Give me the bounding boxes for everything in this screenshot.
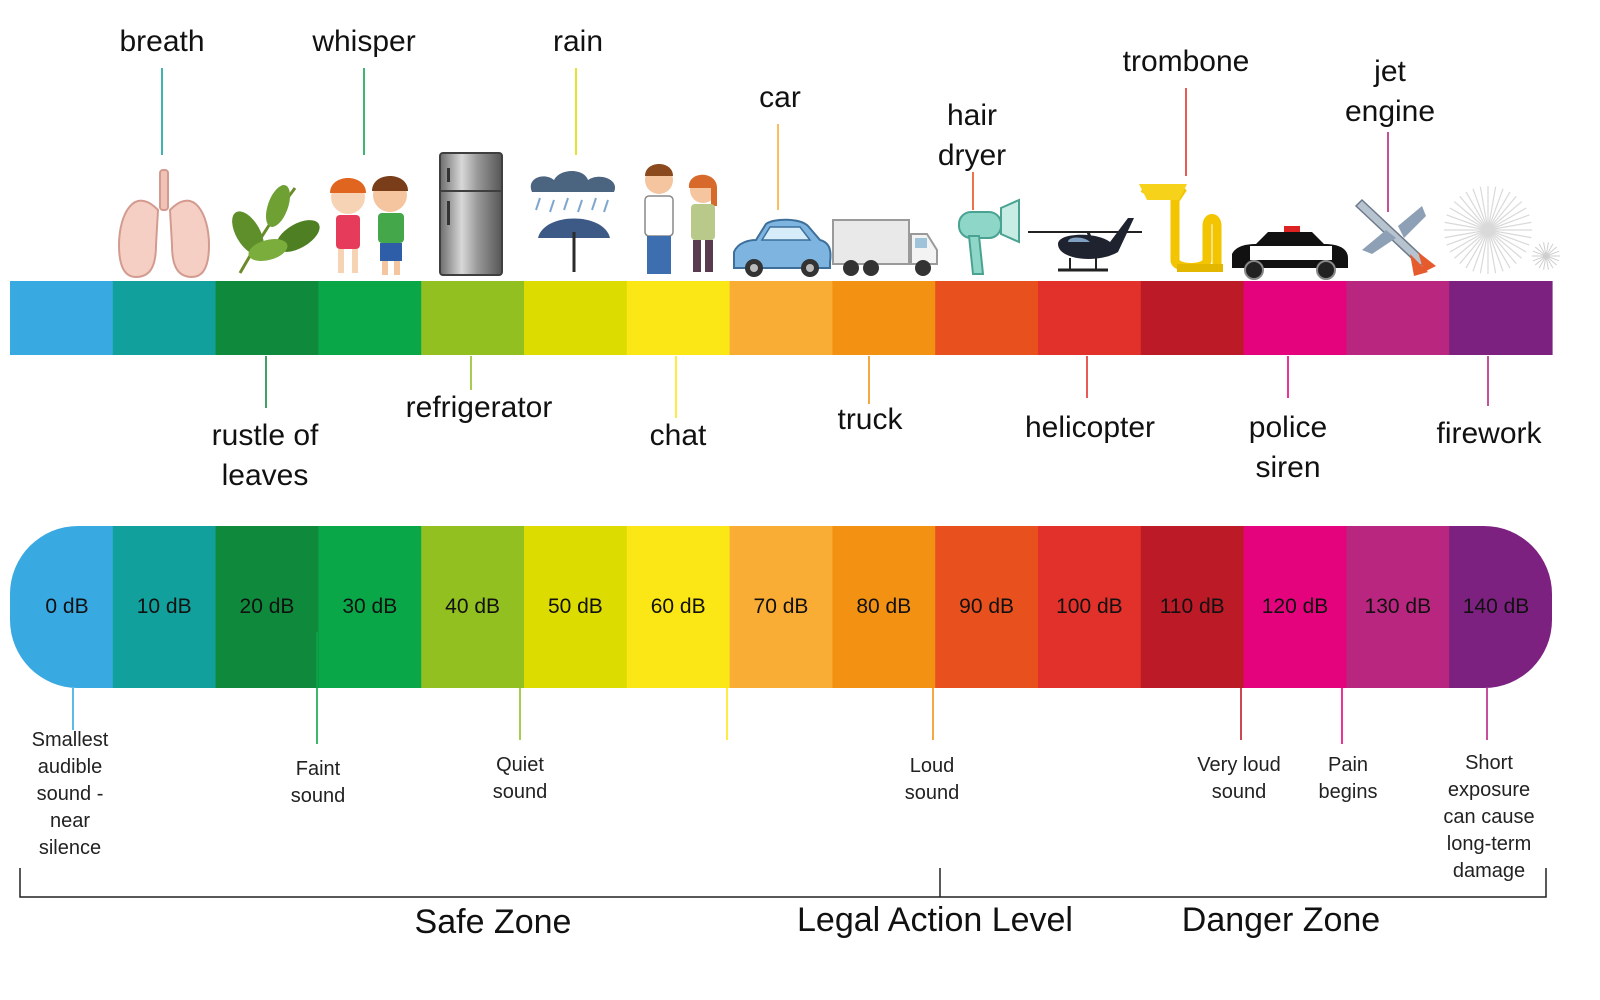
label-rustle-of-leaves: rustle of leaves	[211, 419, 319, 492]
strip-segment	[215, 281, 319, 355]
label-connectors	[72, 68, 1489, 744]
police-car-icon	[1232, 226, 1348, 280]
strip-segment	[524, 281, 628, 355]
label-breath: breath	[119, 25, 205, 58]
db-level-label: 0 dB	[45, 595, 89, 618]
db-level-label: 60 dB	[650, 595, 706, 618]
strip-segment	[318, 281, 422, 355]
color-strip	[10, 281, 1553, 355]
note-short-exposure: Short exposure can cause long-term damag…	[1443, 752, 1535, 882]
strip-segment	[112, 281, 217, 355]
decibel-scale	[10, 526, 1552, 688]
label-police-siren: police siren	[1248, 411, 1328, 484]
helicopter-icon	[1028, 218, 1142, 272]
db-level-label: 80 dB	[856, 595, 912, 618]
lungs-icon	[117, 169, 211, 279]
note-quiet-sound: Quiet sound	[492, 754, 548, 803]
db-level-label: 90 dB	[959, 595, 1015, 618]
scale-segment	[1243, 526, 1347, 688]
scale-segment	[729, 526, 833, 688]
db-level-label: 30 dB	[342, 595, 398, 618]
people-chat-icon	[644, 164, 718, 274]
strip-segment	[729, 281, 833, 355]
note-loud-sound: Loud sound	[904, 755, 960, 804]
strip-segment	[1038, 281, 1142, 355]
scale-segment	[626, 526, 731, 688]
label-hair-dryer: hair dryer	[937, 99, 1007, 172]
leaves-icon	[232, 185, 320, 274]
note-pain-begins: Pain begins	[1318, 754, 1378, 803]
label-trombone: trombone	[1122, 45, 1250, 78]
sound-source-icons	[117, 152, 1560, 280]
truck-icon	[832, 219, 938, 276]
scale-segment	[215, 526, 319, 688]
label-car: car	[759, 81, 801, 114]
strip-segment	[1243, 281, 1347, 355]
scale-segment	[421, 526, 525, 688]
db-level-label: 100 dB	[1056, 595, 1123, 618]
scale-segment	[10, 526, 114, 688]
zone-safe: Safe Zone	[414, 903, 572, 941]
zone-danger: Danger Zone	[1181, 901, 1381, 939]
strip-segment	[1449, 281, 1553, 355]
db-level-label: 140 dB	[1462, 595, 1530, 618]
db-level-label: 50 dB	[547, 595, 603, 618]
strip-segment	[626, 281, 731, 355]
db-level-label: 20 dB	[239, 595, 295, 618]
db-level-label: 10 dB	[136, 595, 192, 618]
strip-segment	[1346, 281, 1450, 355]
db-level-label: 130 dB	[1364, 595, 1432, 618]
scale-segment	[1140, 526, 1245, 688]
note-smallest-audible: Smallest audible sound - near silence	[31, 729, 109, 859]
strip-segment	[935, 281, 1039, 355]
jet-icon	[1354, 198, 1436, 276]
scale-segment	[1038, 526, 1142, 688]
refrigerator-icon	[439, 152, 503, 276]
trombone-icon	[1139, 183, 1223, 272]
scale-segment	[935, 526, 1039, 688]
note-faint-sound: Faint sound	[290, 758, 346, 807]
label-firework: firework	[1436, 417, 1542, 450]
strip-segment	[421, 281, 525, 355]
zone-legal-action: Legal Action Level	[797, 901, 1073, 939]
scale-segment	[112, 526, 217, 688]
db-level-label: 40 dB	[445, 595, 501, 618]
label-whisper: whisper	[312, 25, 416, 58]
label-jet-engine: jet engine	[1344, 55, 1436, 128]
scale-segment	[524, 526, 628, 688]
strip-segment	[10, 281, 114, 355]
scale-segment	[1449, 526, 1552, 688]
label-truck: truck	[837, 403, 903, 436]
db-level-label: 110 dB	[1159, 595, 1225, 618]
label-refrigerator: refrigerator	[405, 391, 553, 424]
scale-segment	[1346, 526, 1450, 688]
zone-bracket	[19, 868, 1547, 898]
note-very-loud-sound: Very loud sound	[1197, 754, 1281, 803]
scale-segment	[318, 526, 422, 688]
hair-dryer-icon	[958, 198, 1020, 275]
strip-segment	[832, 281, 936, 355]
strip-segment	[1140, 281, 1245, 355]
db-level-label: 120 dB	[1261, 595, 1329, 618]
rain-umbrella-icon	[530, 171, 616, 272]
scale-segment	[832, 526, 936, 688]
car-icon	[733, 218, 832, 277]
db-level-label: 70 dB	[753, 595, 809, 618]
children-whisper-icon	[330, 176, 408, 275]
firework-icon	[1444, 186, 1560, 274]
label-helicopter: helicopter	[1024, 411, 1156, 444]
label-rain: rain	[552, 25, 604, 58]
label-chat: chat	[649, 419, 707, 452]
